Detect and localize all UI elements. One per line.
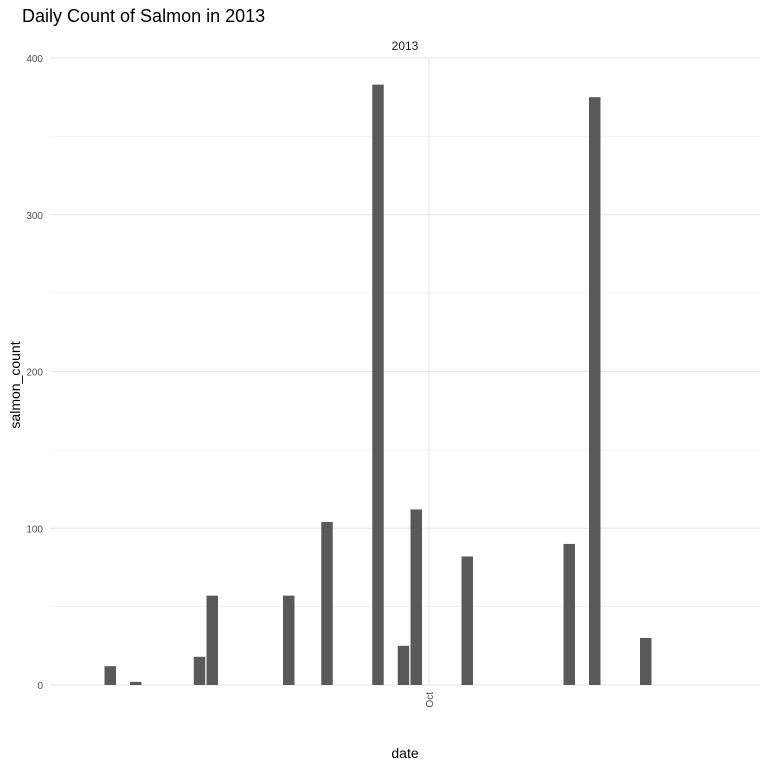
bar [589,97,601,685]
bars [104,84,652,685]
bar [130,681,142,685]
bar [321,521,333,685]
bar [640,637,652,685]
y-tick-label: 400 [26,54,43,65]
y-axis-ticks: 0 100 200 300 400 [26,54,43,692]
y-axis-title: salmon_count [7,341,23,428]
x-axis-ticks: Oct [425,692,436,708]
bar [206,595,218,685]
bar [372,84,384,685]
y-tick-label: 300 [26,211,43,222]
bar [410,509,422,685]
y-tick-label: 200 [26,368,43,379]
x-tick-label: Oct [425,692,436,708]
bar [283,595,295,685]
grid [50,57,760,686]
y-tick-label: 100 [26,524,43,535]
bar [563,543,575,685]
chart-title: Daily Count of Salmon in 2013 [22,6,265,26]
facet-label: 2013 [392,39,419,53]
y-tick-label: 0 [37,681,43,692]
x-axis-title: date [391,745,418,761]
bar [461,556,473,685]
bar [193,656,206,685]
bar [397,645,410,685]
bar [104,666,116,685]
